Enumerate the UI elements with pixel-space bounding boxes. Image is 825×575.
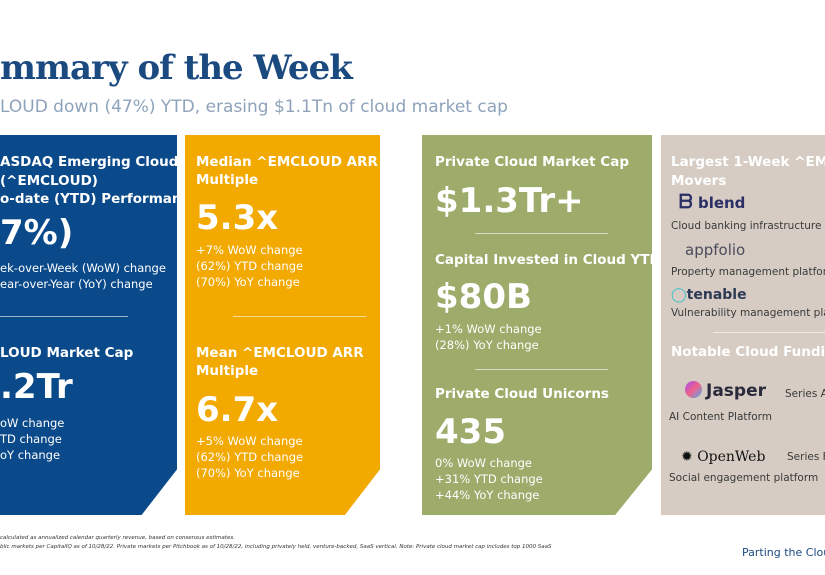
change-line: (62%) YTD change: [196, 259, 304, 273]
ytd-performance-value: 7%): [0, 213, 74, 253]
change-line: (28%) YoY change: [435, 338, 539, 352]
change-line: (70%) YoY change: [196, 275, 300, 289]
card-heading: Private Cloud Market Cap: [435, 154, 629, 170]
card-heading: LOUD Market Cap: [0, 345, 134, 361]
mover-description: Cloud banking infrastructure: [671, 220, 822, 232]
page-title: mmary of the Week: [0, 48, 353, 88]
divider: [233, 316, 366, 317]
change-line: ek-over-Week (WoW) change: [0, 261, 166, 275]
brand-name: Parting the Cloud: [742, 546, 825, 559]
footnote: calculated as annualized calendar quarte…: [0, 535, 235, 541]
card-heading: Mean ^EMCLOUD ARR: [196, 345, 364, 361]
blend-logo: ᗷ blend: [679, 191, 746, 213]
card-heading: ASDAQ Emerging Cloud: [0, 154, 177, 170]
change-line: oY change: [0, 448, 61, 462]
divider: [475, 369, 608, 370]
card-heading: Multiple: [196, 363, 259, 379]
openweb-logo: ✹ OpenWeb: [681, 449, 766, 465]
funding-description: AI Content Platform: [669, 411, 772, 423]
appfolio-logo: appfolio: [685, 241, 746, 259]
mover-description: Property management platform: [671, 266, 825, 278]
card-heading: Notable Cloud Funding: [671, 344, 825, 360]
change-line: +44% YoY change: [435, 488, 540, 502]
page-subtitle: LOUD down (47%) YTD, erasing $1.1Tn of c…: [0, 97, 508, 117]
card-heading: Median ^EMCLOUD ARR: [196, 154, 378, 170]
tenable-logo: ◯tenable: [671, 287, 747, 303]
card-heading: Movers: [671, 173, 727, 189]
mover-description: Vulnerability management platfo: [671, 307, 825, 319]
private-cloud-card: Private Cloud Market Cap $1.3Tr+ Capital…: [422, 135, 652, 515]
emcloud-performance-card: ASDAQ Emerging Cloud (^EMCLOUD) o-date (…: [0, 135, 177, 515]
blend-b-icon: ᗷ: [679, 191, 693, 213]
private-market-cap-value: $1.3Tr+: [435, 181, 584, 221]
jasper-face-icon: [685, 381, 702, 398]
market-cap-value: .2Tr: [0, 367, 73, 407]
jasper-logo: Jasper: [685, 381, 766, 401]
movers-funding-card: Largest 1-Week ^EMCL Movers ᗷ blend Clou…: [661, 135, 825, 515]
unicorns-value: 435: [435, 412, 506, 452]
card-heading: o-date (YTD) Performance: [0, 191, 177, 207]
funding-round: Series A: [785, 388, 825, 400]
card-heading: Largest 1-Week ^EMCL: [671, 154, 825, 170]
openweb-burst-icon: ✹: [681, 449, 693, 465]
mean-multiple-value: 6.7x: [196, 390, 279, 430]
card-heading: Capital Invested in Cloud YTD: [435, 252, 652, 268]
change-line: (62%) YTD change: [196, 450, 304, 464]
funding-description: Social engagement platform: [669, 472, 819, 484]
change-line: oW change: [0, 416, 65, 430]
change-line: +31% YTD change: [435, 472, 543, 486]
change-line: (70%) YoY change: [196, 466, 300, 480]
change-line: TD change: [0, 432, 62, 446]
arr-multiple-card: Median ^EMCLOUD ARR Multiple 5.3x +7% Wo…: [185, 135, 380, 515]
footnote: blic markets per CapitalIQ as of 10/28/2…: [0, 544, 552, 550]
divider: [0, 316, 128, 317]
divider: [713, 332, 825, 333]
card-heading: (^EMCLOUD): [0, 173, 98, 189]
median-multiple-value: 5.3x: [196, 198, 279, 238]
change-line: 0% WoW change: [435, 456, 532, 470]
change-line: +5% WoW change: [196, 434, 303, 448]
change-line: +1% WoW change: [435, 322, 542, 336]
change-line: +7% WoW change: [196, 243, 303, 257]
change-line: ear-over-Year (YoY) change: [0, 277, 153, 291]
funding-round: Series F: [787, 451, 825, 463]
card-heading: Multiple: [196, 172, 259, 188]
capital-invested-value: $80B: [435, 277, 532, 317]
tenable-circle-icon: ◯: [671, 287, 687, 303]
card-heading: Private Cloud Unicorns: [435, 386, 609, 402]
divider: [475, 233, 608, 234]
